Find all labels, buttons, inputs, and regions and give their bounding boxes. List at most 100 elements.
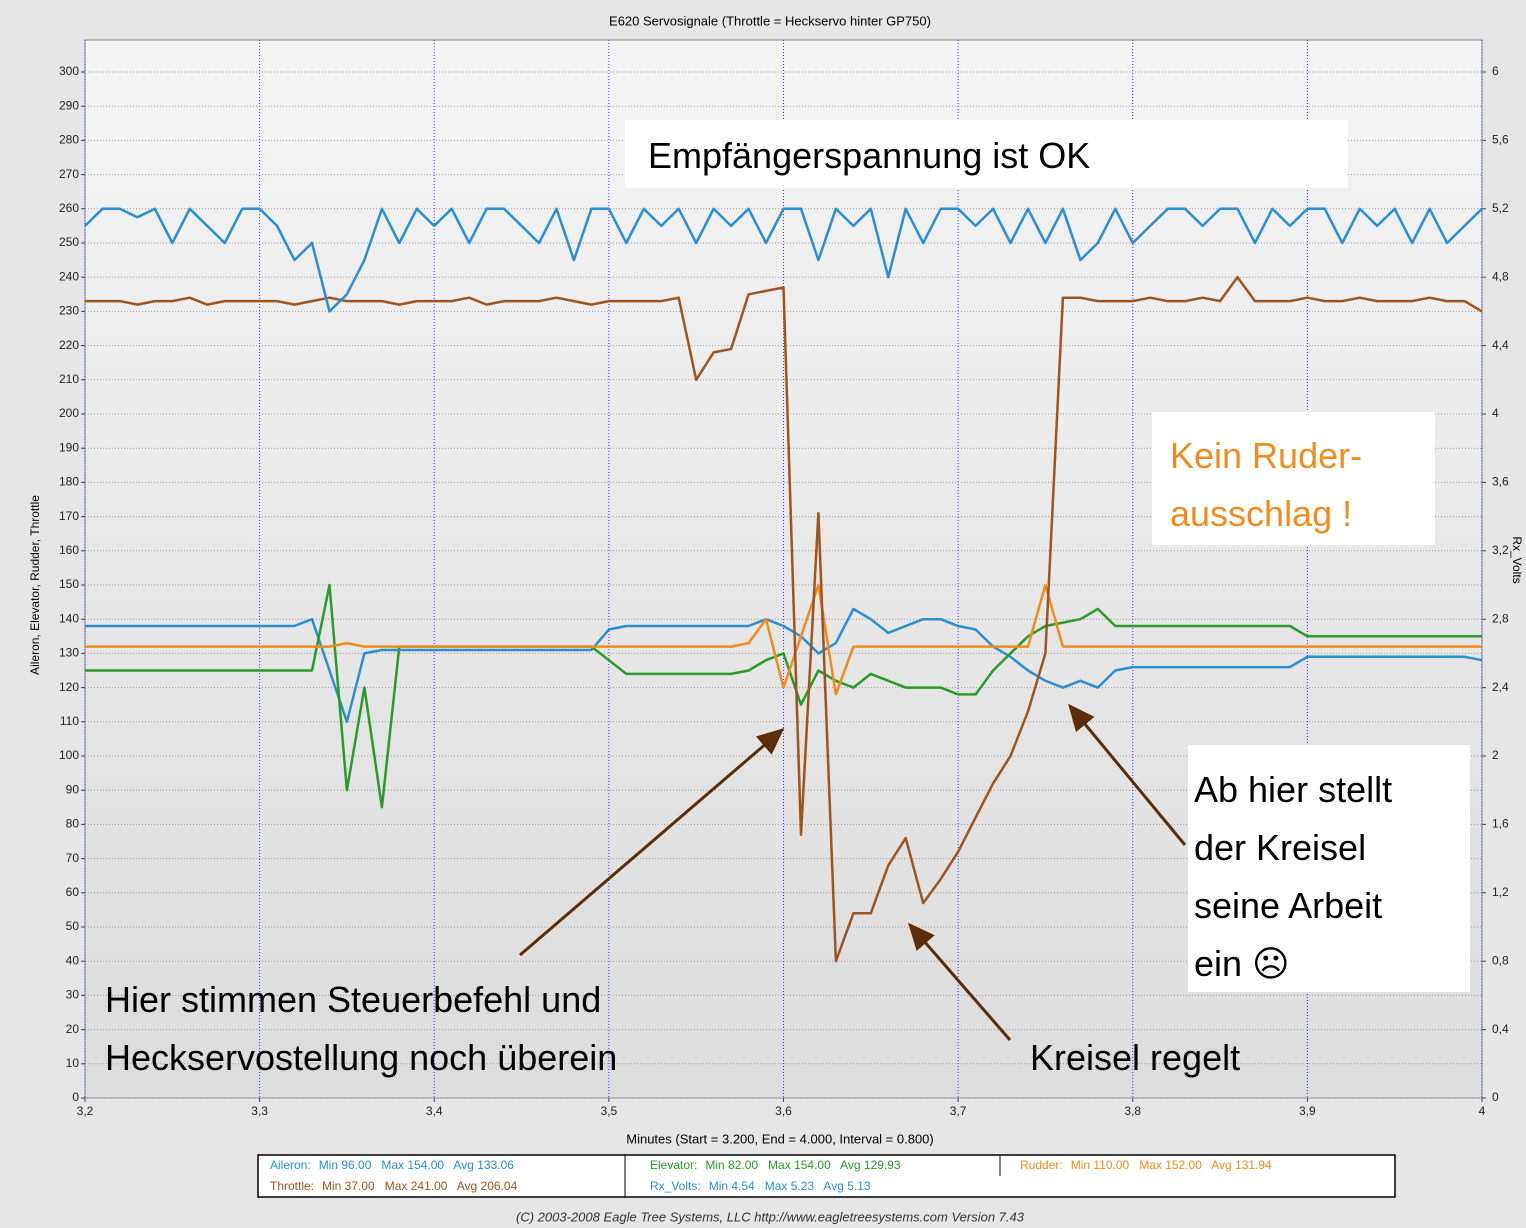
y2-tick-label: 0,4 [1492, 1022, 1509, 1036]
x-tick-label: 3,3 [251, 1104, 268, 1118]
annotation-box [625, 120, 1348, 188]
y-tick-label: 100 [59, 748, 79, 762]
y2-tick-label: 3,2 [1492, 543, 1509, 557]
y-tick-label: 270 [59, 167, 79, 181]
y-tick-label: 20 [66, 1022, 80, 1036]
y-tick-label: 90 [66, 782, 80, 796]
legend-stats: Min 37.00 Max 241.00 Avg 206.04 [322, 1179, 518, 1193]
y-tick-label: 120 [59, 680, 79, 694]
arrow [519, 728, 785, 957]
y2-tick-label: 5,2 [1492, 201, 1509, 215]
x-tick-label: 3,5 [601, 1104, 618, 1118]
y2-tick-label: 4 [1492, 406, 1499, 420]
annotation: seine Arbeit [1194, 885, 1382, 926]
x-tick-label: 3,2 [77, 1104, 94, 1118]
y-tick-label: 260 [59, 201, 79, 215]
y-tick-label: 130 [59, 646, 79, 660]
annotation: Kreisel regelt [1030, 1037, 1240, 1078]
y2-tick-label: 3,6 [1492, 475, 1509, 489]
y2-tick-label: 6 [1492, 64, 1499, 78]
y-tick-label: 170 [59, 509, 79, 523]
y-tick-label: 250 [59, 235, 79, 249]
legend-stats: Min 110.00 Max 152.00 Avg 131.94 [1071, 1158, 1272, 1172]
y2-tick-label: 5,6 [1492, 133, 1509, 147]
y2-tick-label: 4,4 [1492, 338, 1509, 352]
y-tick-label: 290 [59, 98, 79, 112]
y-tick-label: 180 [59, 475, 79, 489]
y2-tick-label: 2,8 [1492, 611, 1509, 625]
annotation: Ab hier stellt [1194, 769, 1392, 810]
y-tick-label: 50 [66, 919, 80, 933]
x-tick-label: 3,9 [1299, 1104, 1316, 1118]
legend-stats: Min 96.00 Max 154.00 Avg 133.06 [319, 1158, 515, 1172]
annotation: der Kreisel [1194, 827, 1366, 868]
y-tick-label: 160 [59, 543, 79, 557]
x-tick-label: 4 [1479, 1104, 1486, 1118]
y-tick-label: 200 [59, 406, 79, 420]
series-line [84, 207, 1483, 313]
y-axis-label: Aileron, Elevator, Rudder, Throttle [28, 495, 42, 675]
x-tick-label: 3,4 [426, 1104, 443, 1118]
annotation-box [1152, 412, 1435, 545]
y-tick-label: 220 [59, 338, 79, 352]
annotation-box [1188, 745, 1470, 992]
annotations: Empfängerspannung ist OK Kein Ruder- aus… [105, 120, 1470, 1078]
annotation: Kein Ruder- [1170, 435, 1362, 476]
y2-tick-label: 0 [1492, 1090, 1499, 1104]
footer: (C) 2003-2008 Eagle Tree Systems, LLC ht… [516, 1209, 1025, 1224]
legend: Aileron: Min 96.00 Max 154.00 Avg 133.06 E… [270, 1158, 1272, 1193]
y2-tick-label: 1,2 [1492, 885, 1509, 899]
legend-stats: Min 4.54 Max 5.23 Avg 5.13 [709, 1179, 871, 1193]
series-lines [84, 207, 1483, 963]
y-tick-label: 300 [59, 64, 79, 78]
series-line [85, 275, 1483, 963]
annotation: Heckservostellung noch überein [105, 1037, 617, 1078]
y-tick-label: 80 [66, 817, 80, 831]
y-tick-label: 190 [59, 440, 79, 454]
legend-entry: Rx_Volts: Min 4.54 Max 5.23 Avg 5.13 [650, 1179, 871, 1193]
legend-name: Aileron: [270, 1158, 311, 1172]
y-tick-label: 0 [72, 1090, 79, 1104]
chart-title: E620 Servosignale (Throttle = Heckservo … [609, 13, 931, 28]
series-line [85, 583, 1482, 809]
y2-tick-label: 2 [1492, 748, 1499, 762]
y-tick-label: 140 [59, 611, 79, 625]
y2-tick-label: 4,8 [1492, 269, 1509, 283]
legend-entry: Rudder: Min 110.00 Max 152.00 Avg 131.94 [1020, 1158, 1272, 1172]
legend-entry: Aileron: Min 96.00 Max 154.00 Avg 133.06 [270, 1158, 514, 1172]
x-axis-label: Minutes (Start = 3.200, End = 4.000, Int… [626, 1131, 934, 1146]
y2-tick-label: 1,6 [1492, 817, 1509, 831]
y-tick-label: 10 [66, 1056, 80, 1070]
legend-box [257, 1154, 1396, 1198]
arrow [1068, 703, 1187, 846]
legend-entry: Elevator: Min 82.00 Max 154.00 Avg 129.93 [650, 1158, 901, 1172]
y-tick-label: 60 [66, 885, 80, 899]
legend-stats: Min 82.00 Max 154.00 Avg 129.93 [705, 1158, 901, 1172]
y-tick-label: 230 [59, 304, 79, 318]
x-tick-label: 3,8 [1124, 1104, 1141, 1118]
legend-name: Throttle: [270, 1179, 314, 1193]
y2-tick-label: 2,4 [1492, 680, 1509, 694]
y2-tick-label: 0,8 [1492, 953, 1509, 967]
x-tick-label: 3,6 [775, 1104, 792, 1118]
y-tick-label: 150 [59, 577, 79, 591]
annotation: ausschlag ! [1170, 493, 1352, 534]
y-tick-label: 40 [66, 953, 80, 967]
y-tick-label: 110 [60, 714, 79, 728]
x-tick-label: 3,7 [950, 1104, 967, 1118]
annotation: Hier stimmen Steuerbefehl und [105, 979, 601, 1020]
y-tick-label: 280 [59, 133, 79, 147]
arrow [908, 922, 1012, 1041]
y-tick-label: 30 [66, 988, 80, 1002]
y-tick-label: 240 [59, 269, 79, 283]
legend-name: Rx_Volts: [650, 1179, 701, 1193]
legend-name: Rudder: [1020, 1158, 1063, 1172]
y-tick-label: 70 [66, 851, 80, 865]
annotation: ein ☹ [1194, 943, 1290, 984]
annotation: Empfängerspannung ist OK [648, 135, 1090, 176]
legend-name: Elevator: [650, 1158, 697, 1172]
y-tick-label: 210 [59, 372, 79, 386]
legend-entry: Throttle: Min 37.00 Max 241.00 Avg 206.04 [270, 1179, 518, 1193]
y2-axis-label: Rx_Volts [1510, 536, 1524, 583]
